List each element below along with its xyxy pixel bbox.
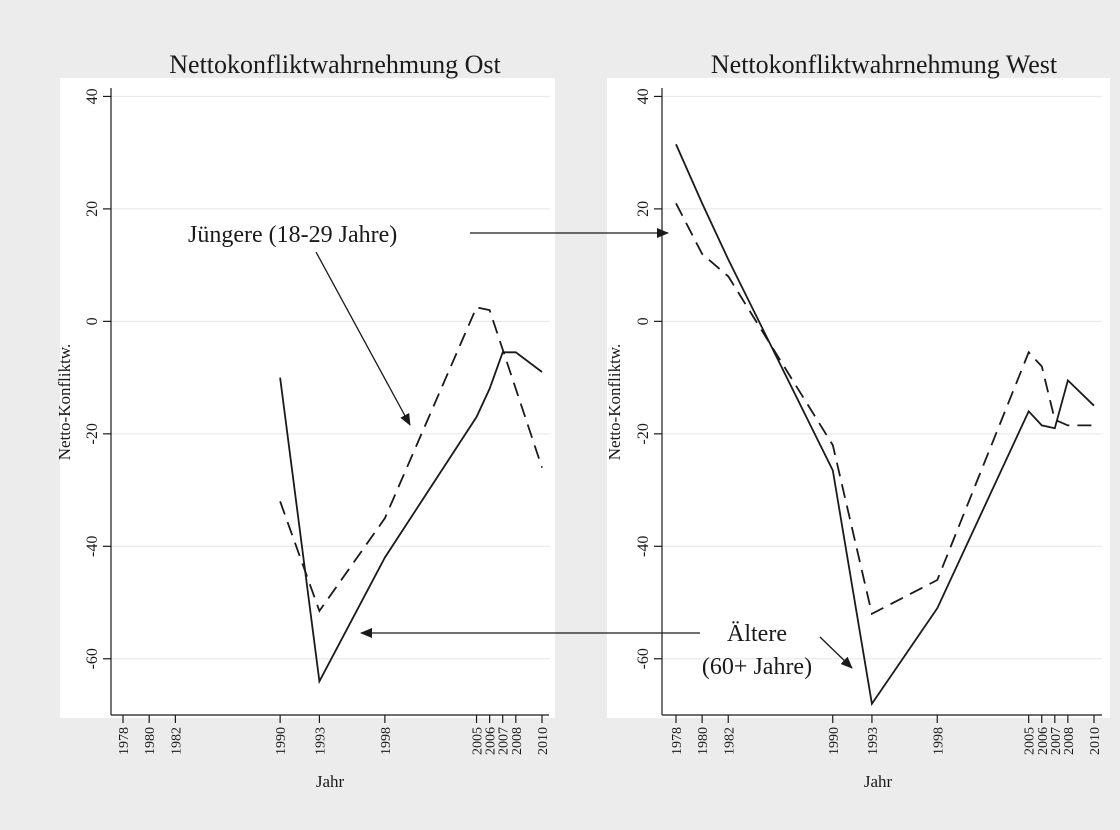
x-tick-label: 1978 [117, 727, 132, 755]
y-tick-label: 40 [84, 88, 101, 104]
x-tick-label: 1982 [169, 727, 184, 755]
plot-area [60, 78, 555, 718]
annotation-old-arrow-down [819, 636, 853, 669]
series-line-dashed [675, 202, 1094, 616]
plot-area [607, 78, 1110, 718]
y-tick-label: -60 [635, 648, 652, 669]
x-tick-label: 2008 [1062, 727, 1077, 755]
y-tick-label: 20 [84, 201, 101, 217]
x-tick-label: 2006 [1036, 727, 1051, 755]
x-tick-label: 1990 [274, 727, 289, 755]
x-tick-label: 2010 [536, 727, 551, 755]
x-tick-label: 1978 [670, 727, 685, 755]
x-tick-label: 1980 [696, 727, 711, 755]
panel-ost: Nettokonfliktwahrnehmung Ost -60 -40 -20 0 2… [55, 50, 555, 791]
series-line-solid [279, 351, 543, 685]
annotation-young-arrow-down [315, 251, 411, 426]
annotation-old-label-1: Ältere [727, 621, 787, 647]
annotation-young-label: Jüngere (18-29 Jahre) [188, 222, 397, 248]
x-tick-label: 2008 [510, 727, 525, 755]
y-axis-label: Netto-Konfliktw. [605, 344, 624, 460]
x-tick-label: 1993 [866, 727, 881, 755]
x-tick-label: 2007 [497, 727, 512, 755]
annotation-old: Ältere (60+ Jahre) [360, 621, 853, 680]
y-axis-label: Netto-Konfliktw. [55, 344, 74, 460]
x-tick-label: 2006 [484, 727, 499, 755]
y-tick-label: -60 [84, 648, 101, 669]
x-tick-label: 2007 [1049, 727, 1064, 755]
x-axis-label: Jahr [864, 772, 893, 791]
panel-title: Nettokonfliktwahrnehmung West [711, 50, 1058, 79]
y-tick-label: -40 [84, 536, 101, 557]
x-tick-label: 2005 [471, 727, 486, 755]
x-tick-label: 1980 [143, 727, 158, 755]
y-tick-label: 40 [635, 88, 652, 104]
x-tick-label: 1990 [827, 727, 842, 755]
y-tick-label: -20 [635, 423, 652, 444]
series-line-dashed [279, 306, 543, 613]
y-tick-label: 20 [635, 201, 652, 217]
y-tick-label: 0 [635, 317, 652, 325]
annotation-young: Jüngere (18-29 Jahre) [188, 222, 669, 426]
y-tick-label: -20 [84, 423, 101, 444]
x-tick-label: 1998 [931, 727, 946, 755]
x-tick-label: 1993 [313, 727, 328, 755]
y-tick-label: 0 [84, 317, 101, 325]
annotation-old-label-2: (60+ Jahre) [702, 654, 812, 680]
panel-title: Nettokonfliktwahrnehmung Ost [169, 50, 501, 79]
x-tick-label: 1998 [379, 727, 394, 755]
panel-west: Nettokonfliktwahrnehmung West -60 -40 -20 0… [605, 50, 1110, 791]
y-tick-label: -40 [635, 536, 652, 557]
series-line-solid [675, 143, 1095, 707]
x-tick-label: 2010 [1088, 727, 1103, 755]
x-tick-label: 1982 [722, 727, 737, 755]
x-axis-label: Jahr [316, 772, 345, 791]
x-tick-label: 2005 [1023, 727, 1038, 755]
